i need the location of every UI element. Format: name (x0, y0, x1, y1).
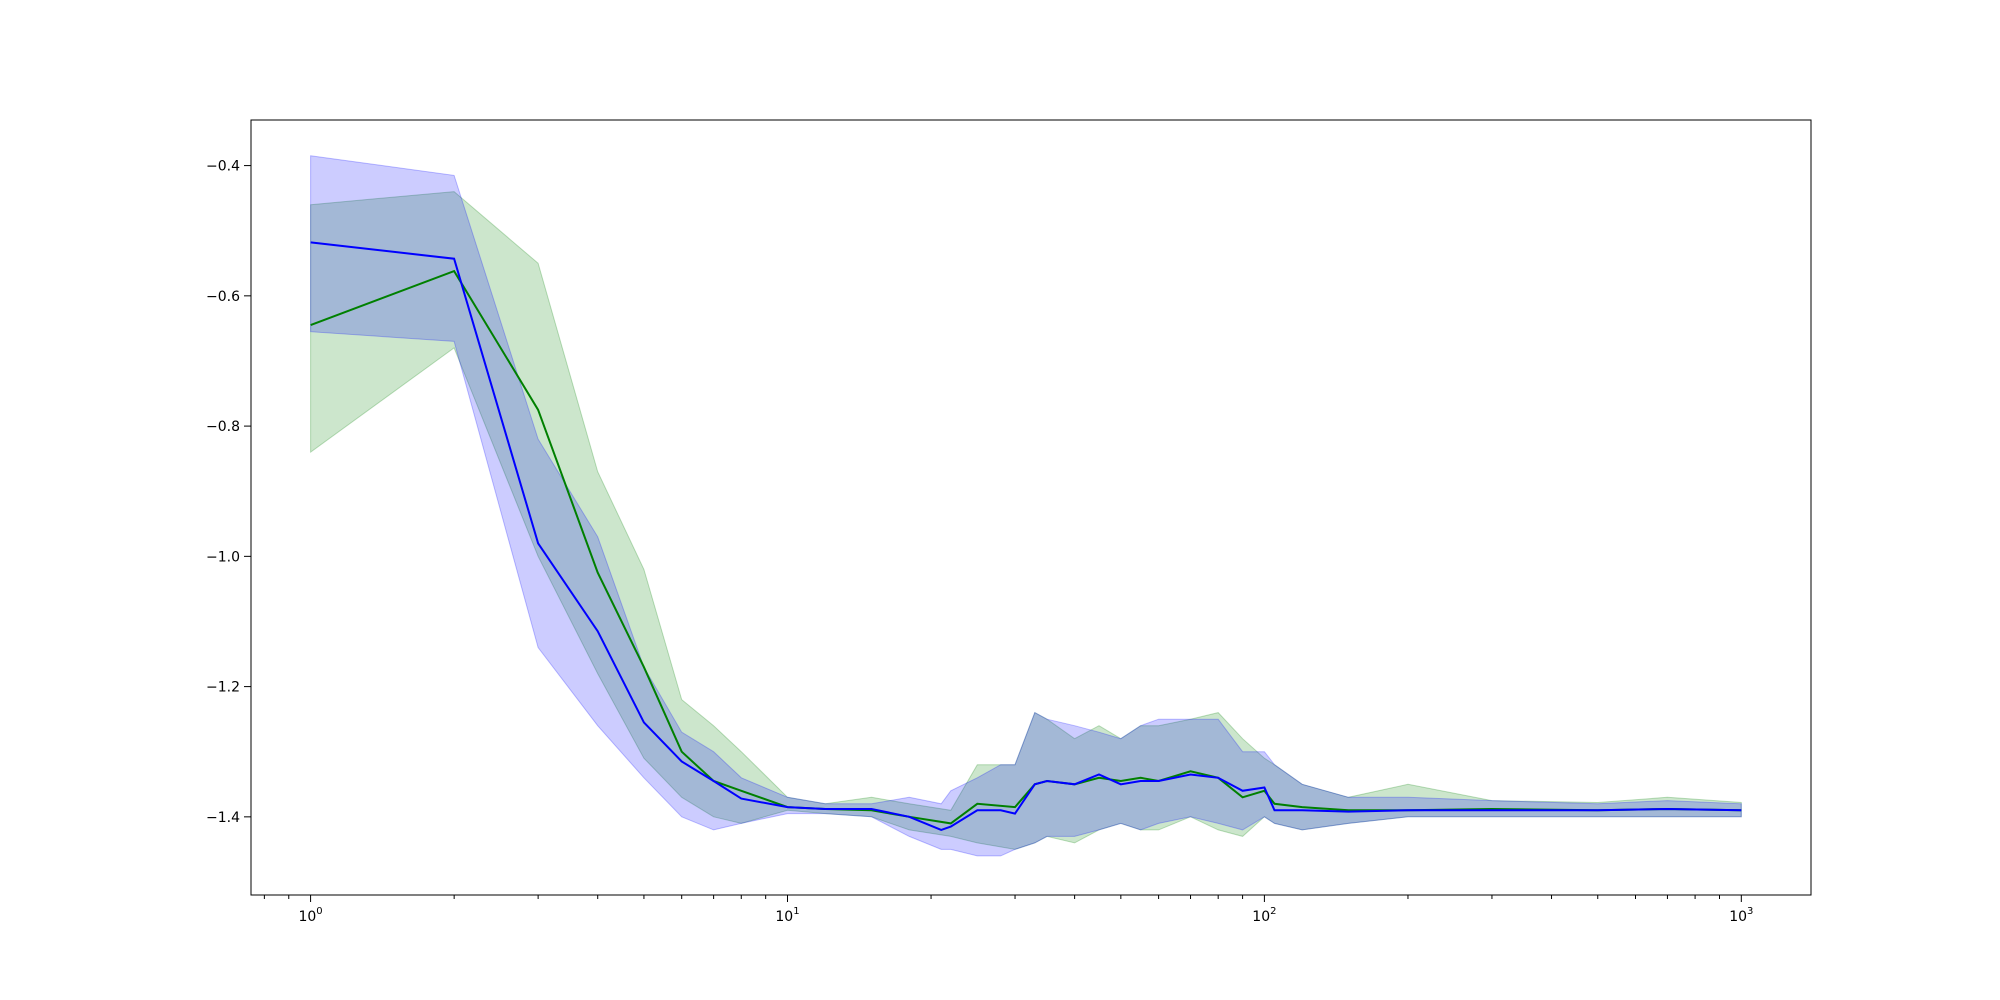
x-tick-label: 103 (1729, 906, 1753, 925)
series-2-line (310, 241, 1742, 831)
y-tick-label: −0.4 (206, 159, 240, 175)
y-tick-label: −1.4 (206, 810, 240, 826)
x-tick-label: 101 (775, 906, 799, 925)
series-lines (310, 241, 1742, 831)
x-tick-label: 102 (1252, 906, 1276, 925)
plot-frame (250, 119, 1812, 896)
y-tick-label: −0.6 (206, 289, 240, 305)
confidence-bands (310, 155, 1742, 857)
y-tick-label: −1.0 (206, 549, 240, 565)
x-axis-ticks: 100 101 102 103 (263, 895, 1753, 925)
x-tick-label: 100 (298, 906, 322, 925)
y-tick-label: −1.2 (206, 680, 240, 696)
y-axis-ticks: −0.4 −0.6 −0.8 −1.0 −1.2 −1.4 (206, 159, 251, 826)
y-tick-label: −0.8 (206, 419, 240, 435)
series-1-band (310, 191, 1742, 850)
series-2-band (310, 155, 1742, 857)
